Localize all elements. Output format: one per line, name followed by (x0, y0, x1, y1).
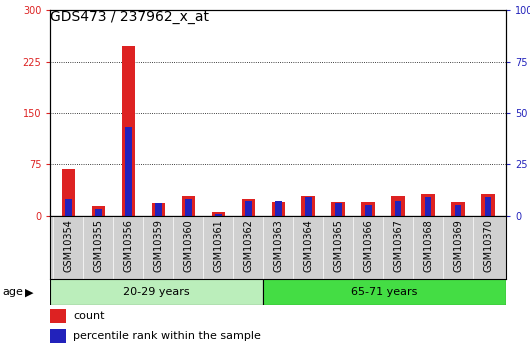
Text: GSM10356: GSM10356 (123, 219, 134, 272)
Bar (455, 205, 462, 216)
Text: age: age (3, 287, 23, 297)
Text: ▶: ▶ (25, 287, 34, 297)
Text: GSM10370: GSM10370 (483, 219, 493, 272)
Text: GSM10364: GSM10364 (303, 219, 313, 272)
Text: count: count (73, 312, 104, 322)
Bar (392, 196, 405, 216)
Text: GSM10368: GSM10368 (423, 219, 433, 272)
Bar (452, 202, 465, 216)
Bar (61, 169, 75, 216)
Bar (242, 198, 255, 216)
Bar (302, 196, 315, 216)
Bar (305, 197, 312, 216)
Bar (182, 196, 195, 216)
Bar (50, 309, 66, 323)
Bar (271, 202, 285, 216)
Text: GSM10363: GSM10363 (273, 219, 283, 272)
Bar (245, 201, 252, 216)
Bar (65, 199, 72, 216)
Bar (92, 206, 105, 216)
Bar (365, 205, 372, 216)
Bar (331, 202, 345, 216)
Text: GSM10367: GSM10367 (393, 219, 403, 272)
Text: GSM10359: GSM10359 (153, 219, 163, 272)
Bar (481, 194, 495, 216)
Bar (425, 197, 431, 216)
Text: GDS473 / 237962_x_at: GDS473 / 237962_x_at (50, 10, 209, 24)
Bar (121, 46, 135, 216)
Text: GSM10361: GSM10361 (213, 219, 223, 272)
Text: GSM10355: GSM10355 (93, 219, 103, 272)
Bar (215, 214, 222, 216)
Bar (50, 329, 66, 343)
Text: GSM10354: GSM10354 (64, 219, 73, 272)
Bar (485, 197, 491, 216)
Text: GSM10362: GSM10362 (243, 219, 253, 272)
Text: GSM10360: GSM10360 (183, 219, 193, 272)
Bar (95, 209, 102, 216)
Bar (335, 203, 341, 216)
Bar (211, 212, 225, 216)
Text: GSM10365: GSM10365 (333, 219, 343, 272)
Text: 20-29 years: 20-29 years (123, 287, 190, 297)
Bar (361, 202, 375, 216)
Bar (152, 203, 165, 216)
Bar (50, 279, 263, 305)
Bar (421, 194, 435, 216)
Bar (275, 201, 281, 216)
Bar (185, 199, 191, 216)
Bar (395, 201, 402, 216)
Bar (263, 279, 506, 305)
Bar (155, 203, 162, 216)
Text: GSM10369: GSM10369 (453, 219, 463, 272)
Bar (125, 127, 131, 216)
Text: percentile rank within the sample: percentile rank within the sample (73, 331, 261, 341)
Text: GSM10366: GSM10366 (363, 219, 373, 272)
Text: 65-71 years: 65-71 years (351, 287, 418, 297)
